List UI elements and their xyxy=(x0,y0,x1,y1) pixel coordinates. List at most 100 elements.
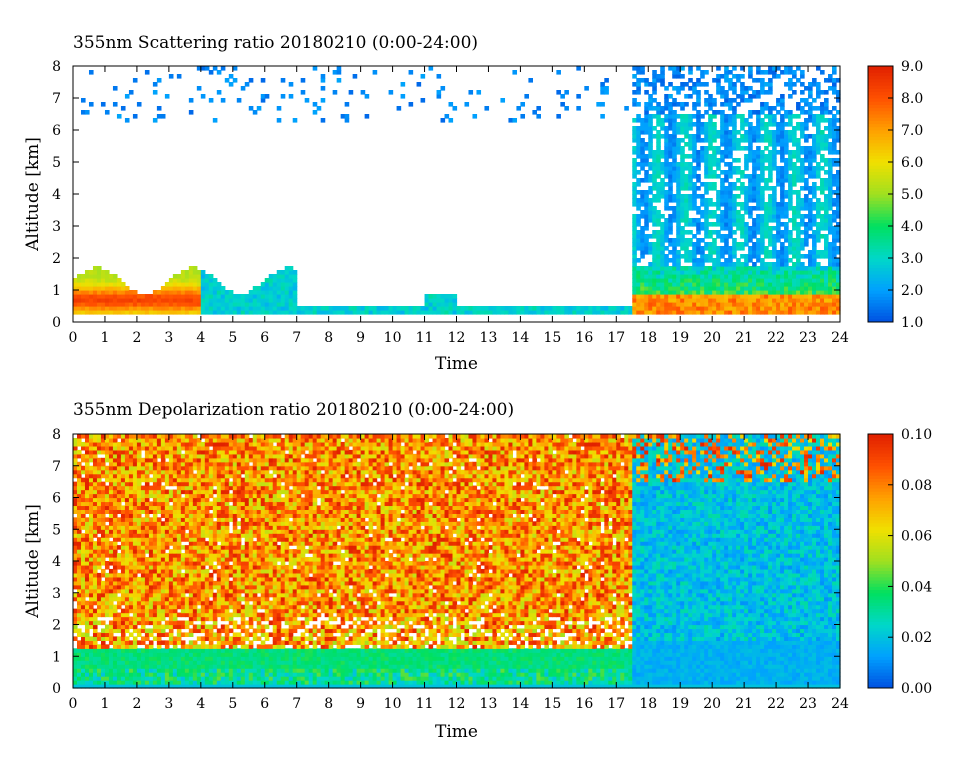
heatmap-cell xyxy=(168,302,174,307)
heatmap-cell xyxy=(716,310,721,315)
heatmap-cell xyxy=(164,509,170,514)
heatmap-cell xyxy=(160,684,166,689)
heatmap-cell xyxy=(204,66,210,71)
heatmap-cell xyxy=(748,110,753,115)
heatmap-cell xyxy=(92,266,98,271)
heatmap-cell xyxy=(524,310,529,315)
heatmap-cell xyxy=(76,644,82,649)
heatmap-cell xyxy=(836,274,841,279)
heatmap-cell xyxy=(644,82,649,87)
heatmap-cell xyxy=(644,178,649,183)
heatmap-cell xyxy=(708,130,713,135)
heatmap-cell xyxy=(832,114,837,119)
heatmap-cell xyxy=(164,672,170,677)
heatmap-cell xyxy=(688,118,693,123)
heatmap-cell xyxy=(748,270,753,275)
heatmap-cell xyxy=(736,202,741,207)
heatmap-cell xyxy=(260,290,266,295)
heatmap-cell xyxy=(136,505,142,511)
heatmap-cell xyxy=(648,210,653,215)
heatmap-cell xyxy=(76,449,82,455)
heatmap-cell xyxy=(348,90,354,95)
heatmap-cell xyxy=(556,70,561,75)
heatmap-cell xyxy=(660,154,665,159)
heatmap-cell xyxy=(172,449,178,455)
heatmap-cell xyxy=(156,656,162,661)
heatmap-cell xyxy=(172,310,178,315)
heatmap-cell xyxy=(140,592,146,598)
heatmap-cell xyxy=(160,497,166,503)
heatmap-cell xyxy=(816,230,821,235)
heatmap-cell xyxy=(800,166,805,171)
heatmap-cell xyxy=(228,82,234,87)
heatmap-cell xyxy=(132,441,138,447)
heatmap-cell xyxy=(148,529,154,534)
heatmap-cell xyxy=(152,672,158,677)
heatmap-cell xyxy=(764,82,769,87)
heatmap-cell xyxy=(108,620,114,626)
heatmap-cell xyxy=(760,122,765,127)
heatmap-cell xyxy=(80,298,86,303)
heatmap-cell xyxy=(788,186,793,191)
heatmap-cell xyxy=(644,306,649,311)
heatmap-cell xyxy=(648,190,653,195)
heatmap-cell xyxy=(724,262,729,267)
heatmap-cell xyxy=(744,98,749,103)
heatmap-cell xyxy=(648,214,653,219)
heatmap-cell xyxy=(108,541,114,546)
heatmap-cell xyxy=(172,298,178,303)
heatmap-cell xyxy=(648,174,653,179)
heatmap-cell xyxy=(632,286,637,291)
heatmap-cell xyxy=(164,298,170,303)
heatmap-cell xyxy=(832,78,837,83)
heatmap-cell xyxy=(816,266,821,271)
scattering-ratio-panel: 355nm Scattering ratio 20180210 (0:00-24… xyxy=(23,33,923,374)
heatmap-cell xyxy=(700,146,705,151)
heatmap-cell xyxy=(724,274,729,279)
heatmap-cell xyxy=(692,174,697,179)
heatmap-cell xyxy=(124,441,130,447)
heatmap-cell xyxy=(216,290,222,295)
heatmap-cell xyxy=(160,294,166,299)
heatmap-cell xyxy=(92,684,98,689)
heatmap-cell xyxy=(140,652,146,657)
heatmap-cell xyxy=(140,445,146,451)
heatmap-cell xyxy=(152,294,158,299)
heatmap-cell xyxy=(768,262,773,267)
heatmap-cell xyxy=(156,473,162,479)
heatmap-cell xyxy=(256,310,262,315)
heatmap-cell xyxy=(220,66,226,71)
heatmap-cell xyxy=(824,278,829,283)
heatmap-cell xyxy=(792,286,797,291)
heatmap-cell xyxy=(716,290,721,295)
heatmap-cell xyxy=(136,588,142,594)
heatmap-cell xyxy=(632,190,637,195)
heatmap-cell xyxy=(320,306,326,311)
heatmap-cell xyxy=(88,529,94,534)
heatmap-cell xyxy=(664,118,669,123)
heatmap-cell xyxy=(632,186,637,191)
heatmap-cell xyxy=(700,198,705,203)
heatmap-cell xyxy=(704,302,709,307)
heatmap-cell xyxy=(652,106,657,111)
heatmap-cell xyxy=(680,286,685,291)
heatmap-cell xyxy=(772,298,777,303)
heatmap-cell xyxy=(92,533,98,538)
heatmap-cell xyxy=(204,278,210,283)
heatmap-cell xyxy=(112,282,118,287)
heatmap-cell xyxy=(180,270,186,275)
heatmap-cell xyxy=(688,258,693,263)
heatmap-cell xyxy=(632,166,637,171)
heatmap-cell xyxy=(644,286,649,291)
heatmap-cell xyxy=(816,210,821,215)
heatmap-cell xyxy=(664,302,669,307)
heatmap-cell xyxy=(764,178,769,183)
heatmap-cell xyxy=(704,110,709,115)
heatmap-cell xyxy=(644,194,649,199)
heatmap-cell xyxy=(112,676,118,681)
heatmap-cell xyxy=(84,604,90,610)
heatmap-cell xyxy=(716,286,721,291)
heatmap-cell xyxy=(784,66,789,71)
heatmap-cell xyxy=(96,290,102,295)
heatmap-cell xyxy=(92,509,98,514)
